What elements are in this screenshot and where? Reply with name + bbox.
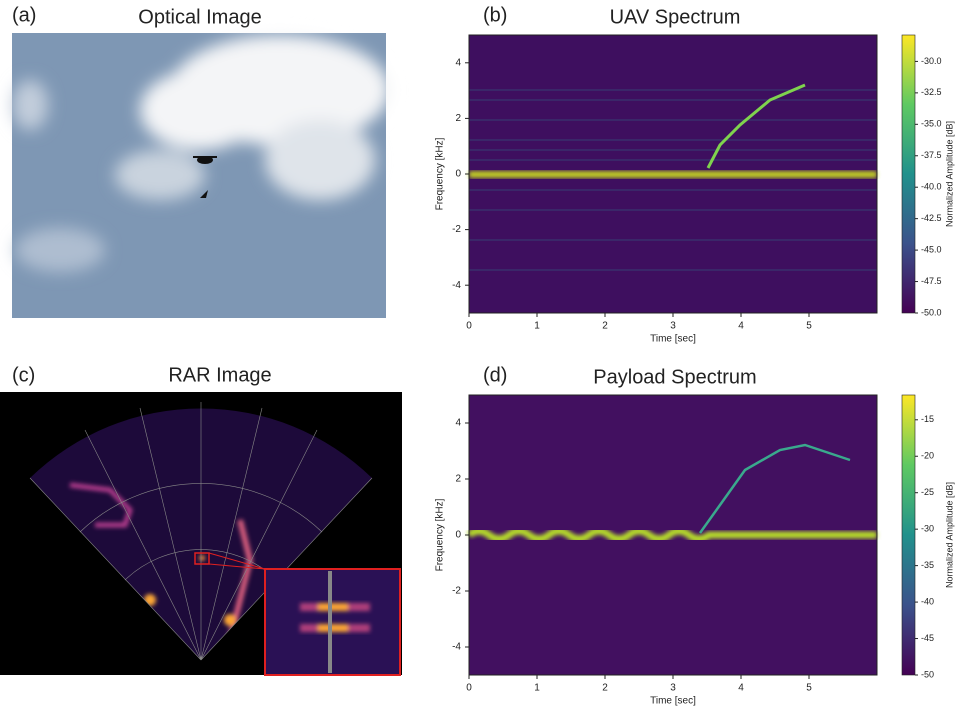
x-tick-label: 5 (806, 683, 812, 694)
x-axis-label: Time [sec] (650, 696, 696, 706)
y-tick-label: -2 (452, 586, 461, 597)
chart-title: UAV Spectrum (610, 6, 741, 28)
y-axis-label: Frequency [kHz] (435, 137, 446, 210)
colorbar-tick-label: -40.0 (921, 182, 942, 192)
colorbar-tick-label: -45.0 (921, 244, 942, 254)
colorbar-tick-label: -30 (921, 524, 934, 534)
panel-label: (d) (483, 364, 507, 386)
colorbar-tick-label: -45 (921, 633, 934, 643)
colorbar-tick-label: -42.5 (921, 213, 942, 223)
colorbar-tick-label: -50.0 (921, 307, 942, 317)
y-tick-label: -4 (452, 280, 461, 291)
colorbar-tick-label: -50 (921, 669, 934, 679)
y-tick-label: 2 (455, 113, 461, 124)
x-tick-label: 4 (738, 321, 744, 332)
y-tick-label: 0 (455, 530, 461, 541)
colorbar-tick-label: -47.5 (921, 276, 942, 286)
y-tick-label: 4 (455, 418, 461, 429)
colorbar (902, 35, 915, 313)
colorbar (902, 395, 915, 675)
colorbar-tick-label: -32.5 (921, 87, 942, 97)
y-tick-label: -4 (452, 642, 461, 653)
radar-image (0, 392, 402, 675)
panel-title: RAR Image (168, 364, 271, 386)
y-axis-label: Frequency [kHz] (435, 498, 446, 571)
colorbar-tick-label: -30.0 (921, 56, 942, 66)
x-tick-label: 1 (534, 683, 540, 694)
chart-title: Payload Spectrum (593, 366, 756, 388)
x-tick-label: 3 (670, 321, 676, 332)
panel-label: (a) (12, 4, 36, 26)
colorbar-tick-label: -15 (921, 414, 934, 424)
panel-label: (c) (12, 364, 35, 386)
colorbar-tick-label: -40 (921, 596, 934, 606)
colorbar-tick-label: -35.0 (921, 119, 942, 129)
x-tick-label: 2 (602, 321, 608, 332)
colorbar-label: Normalized Amplitude [dB] (944, 482, 954, 588)
y-tick-label: -2 (452, 224, 461, 235)
y-tick-label: 4 (455, 57, 461, 68)
x-tick-label: 3 (670, 683, 676, 694)
x-tick-label: 4 (738, 683, 744, 694)
panel-label: (b) (483, 4, 507, 26)
x-tick-label: 0 (466, 683, 472, 694)
x-tick-label: 0 (466, 321, 472, 332)
colorbar-tick-label: -35 (921, 560, 934, 570)
y-tick-label: 0 (455, 169, 461, 180)
x-tick-label: 1 (534, 321, 540, 332)
colorbar-label: Normalized Amplitude [dB] (944, 121, 954, 227)
colorbar-tick-label: -25 (921, 487, 934, 497)
optical-image (12, 33, 390, 318)
colorbar-tick-label: -20 (921, 451, 934, 461)
x-tick-label: 5 (806, 321, 812, 332)
x-tick-label: 2 (602, 683, 608, 694)
colorbar-tick-label: -37.5 (921, 150, 942, 160)
spectrogram-image (469, 35, 877, 675)
panel-title: Optical Image (138, 6, 261, 28)
y-tick-label: 2 (455, 474, 461, 485)
figure: (a) Optical Image (c) RAR Image (0, 0, 961, 706)
x-axis-label: Time [sec] (650, 334, 696, 345)
